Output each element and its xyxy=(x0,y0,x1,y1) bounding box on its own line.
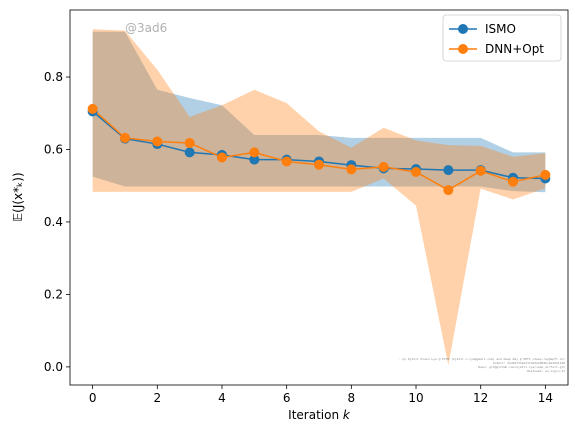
point-dnn-opt xyxy=(87,103,98,114)
y-axis-label: 𝔼(J(x*ₖ)) xyxy=(11,172,25,221)
x-axis-label-variable: k xyxy=(343,408,351,422)
x-axis-ticks: 0 2 4 6 8 10 12 14 xyxy=(89,385,553,405)
legend: ISMO DNN+Opt xyxy=(442,14,562,62)
x-tick-label: 2 xyxy=(153,391,161,405)
footnote-line: Hostname: eu-login-31 xyxy=(527,369,565,373)
point-dnn-opt xyxy=(443,185,454,196)
footnote: - by Kjetil Olsen Lye @ ETHZ (kjetil.o.l… xyxy=(399,357,565,373)
point-dnn-opt xyxy=(119,132,130,143)
legend-marker-dnn-opt xyxy=(458,44,468,54)
y-tick-label: 0.0 xyxy=(44,360,63,374)
x-tick-label: 12 xyxy=(473,391,488,405)
legend-marker-ismo xyxy=(458,24,468,34)
y-tick-label: 0.8 xyxy=(44,70,63,84)
point-dnn-opt xyxy=(411,166,422,177)
x-axis-label: Iteration k xyxy=(288,408,351,422)
point-dnn-opt xyxy=(152,136,163,147)
point-dnn-opt xyxy=(540,169,551,180)
point-ismo xyxy=(249,154,260,165)
footnote-line: Repo: git@github.com:kjetil-lye/ismo_air… xyxy=(478,365,565,369)
legend-label-dnn-opt: DNN+Opt xyxy=(485,42,544,56)
x-tick-label: 4 xyxy=(218,391,226,405)
point-dnn-opt xyxy=(346,164,357,175)
plot-frame xyxy=(69,9,569,386)
footnote-line: - by Kjetil Olsen Lye @ ETHZ (kjetil.o.l… xyxy=(399,357,565,361)
point-dnn-opt xyxy=(378,161,389,172)
watermark: @3ad6 xyxy=(125,21,167,35)
point-dnn-opt xyxy=(249,147,260,158)
point-dnn-opt xyxy=(314,159,324,170)
point-dnn-opt xyxy=(184,137,195,148)
band-dnn-opt xyxy=(92,29,546,366)
y-tick-label: 0.2 xyxy=(44,287,63,301)
point-dnn-opt xyxy=(216,152,227,163)
series-markers xyxy=(87,103,551,196)
y-tick-label: 0.4 xyxy=(44,215,63,229)
point-ismo xyxy=(184,147,195,158)
x-axis-label-text: Iteration xyxy=(288,408,343,422)
point-ismo xyxy=(443,165,454,176)
band-ismo xyxy=(92,31,546,193)
y-axis-ticks: 0.0 0.2 0.4 0.6 0.8 xyxy=(44,70,70,374)
y-tick-label: 0.6 xyxy=(44,142,63,156)
x-tick-label: 10 xyxy=(408,391,423,405)
legend-label-ismo: ISMO xyxy=(485,22,516,36)
point-dnn-opt xyxy=(281,156,292,167)
x-tick-label: 8 xyxy=(348,391,356,405)
x-tick-label: 0 xyxy=(89,391,97,405)
point-dnn-opt xyxy=(475,165,486,176)
x-tick-label: 6 xyxy=(283,391,291,405)
confidence-bands xyxy=(92,29,546,366)
footnote-line: Commit: 3ad6d7319e31fa92e2982bc9e49d1120 xyxy=(493,361,565,365)
x-tick-label: 14 xyxy=(538,391,553,405)
point-dnn-opt xyxy=(508,176,519,187)
